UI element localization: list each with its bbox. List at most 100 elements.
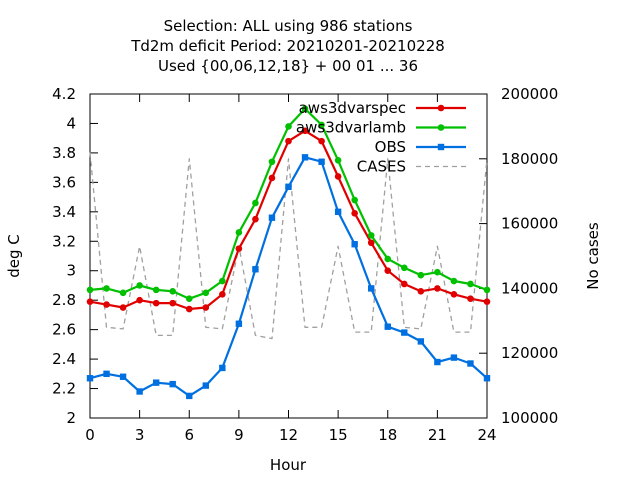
data-point: [483, 298, 491, 305]
data-point: [252, 266, 259, 273]
legend-label: CASES: [357, 158, 406, 176]
data-point: [334, 208, 342, 216]
data-point: [417, 288, 425, 295]
data-point: [103, 285, 110, 292]
x-tick-label: 9: [234, 426, 244, 444]
data-point: [334, 173, 342, 180]
data-point: [152, 286, 160, 294]
y2-axis-label: No cases: [584, 222, 602, 290]
data-point: [119, 373, 127, 380]
y-tick-label: 4.2: [52, 85, 76, 103]
data-point: [185, 305, 193, 313]
data-point: [450, 290, 458, 298]
legend-marker: [437, 124, 445, 131]
data-point: [119, 304, 127, 311]
y2-tick-label: 160000: [501, 215, 558, 233]
y2-tick-label: 100000: [501, 409, 558, 427]
y2-tick-label: 140000: [501, 279, 558, 297]
y2-tick-label: 200000: [501, 85, 558, 103]
data-point: [136, 282, 143, 289]
data-point: [384, 255, 392, 263]
data-point: [86, 286, 94, 294]
y-tick-label: 2: [66, 409, 76, 427]
data-point: [318, 158, 325, 165]
x-tick-label: 12: [279, 426, 298, 444]
legend-label: aws3dvarlamb: [296, 119, 406, 137]
y-tick-label: 3.8: [52, 144, 76, 162]
data-point: [467, 360, 474, 367]
data-point: [86, 375, 94, 382]
data-point: [268, 174, 276, 182]
data-point: [450, 277, 458, 285]
data-point: [136, 296, 143, 304]
data-point: [351, 209, 358, 217]
data-point: [202, 304, 210, 311]
x-tick-label: 3: [135, 426, 145, 444]
data-point: [152, 379, 160, 386]
x-tick-label: 21: [428, 426, 447, 444]
x-tick-label: 15: [329, 426, 348, 444]
data-point: [169, 288, 177, 295]
data-point: [384, 323, 391, 330]
data-point: [252, 199, 259, 207]
data-point: [235, 245, 243, 252]
data-point: [334, 156, 342, 164]
series-aws3dvarspec: [86, 127, 491, 313]
data-point: [401, 329, 408, 336]
data-point: [400, 264, 408, 272]
series-OBS: [86, 154, 491, 400]
data-point: [301, 154, 309, 161]
data-point: [186, 392, 193, 400]
data-point: [285, 183, 292, 190]
data-point: [252, 215, 259, 223]
series-aws3dvarlamb: [86, 105, 491, 303]
data-point: [434, 285, 441, 292]
data-point: [483, 375, 491, 382]
y-tick-label: 3.4: [52, 203, 76, 221]
y-tick-label: 4: [66, 114, 76, 132]
data-point: [136, 388, 143, 395]
y-tick-label: 2.2: [52, 380, 76, 398]
data-point: [235, 229, 243, 236]
data-point: [285, 123, 292, 130]
data-point: [368, 285, 375, 292]
data-point: [417, 338, 425, 345]
data-point: [384, 267, 392, 275]
y-tick-label: 3.6: [52, 173, 76, 191]
data-point: [351, 241, 358, 248]
chart-title: Selection: ALL using 986 stations Td2m d…: [130, 17, 445, 75]
x-tick-label: 18: [378, 426, 397, 444]
y2-tick-label: 180000: [501, 150, 558, 168]
x-tick-label: 6: [184, 426, 194, 444]
data-point: [318, 121, 325, 129]
legend-marker: [437, 143, 445, 151]
x-tick-label: 0: [85, 426, 95, 444]
title-line-2: Td2m deficit Period: 20210201-20210228: [130, 37, 445, 55]
data-point: [301, 105, 309, 113]
data-point: [169, 380, 176, 388]
data-point: [86, 298, 94, 305]
data-point: [103, 301, 110, 308]
data-point: [417, 271, 425, 279]
series-layer: [86, 105, 491, 400]
y-tick-label: 2.4: [52, 350, 76, 368]
y-tick-label: 2.6: [52, 321, 76, 339]
series-line-aws3dvarspec: [89, 129, 488, 311]
data-point: [268, 214, 276, 221]
data-point: [450, 354, 458, 361]
series-CASES: [89, 152, 488, 340]
data-point: [202, 289, 210, 297]
data-point: [235, 320, 243, 327]
x-axis-label: Hour: [270, 456, 307, 474]
series-line-aws3dvarlamb: [89, 107, 488, 300]
title-line-1: Selection: ALL using 986 stations: [164, 17, 413, 35]
data-point: [219, 364, 226, 372]
data-point: [103, 370, 110, 378]
data-point: [434, 358, 441, 366]
legend-label: OBS: [375, 138, 406, 156]
data-point: [119, 289, 127, 297]
data-point: [169, 299, 177, 307]
legend-label: aws3dvarspec: [299, 99, 406, 117]
y-tick-label: 3: [66, 262, 76, 280]
data-point: [467, 295, 474, 303]
